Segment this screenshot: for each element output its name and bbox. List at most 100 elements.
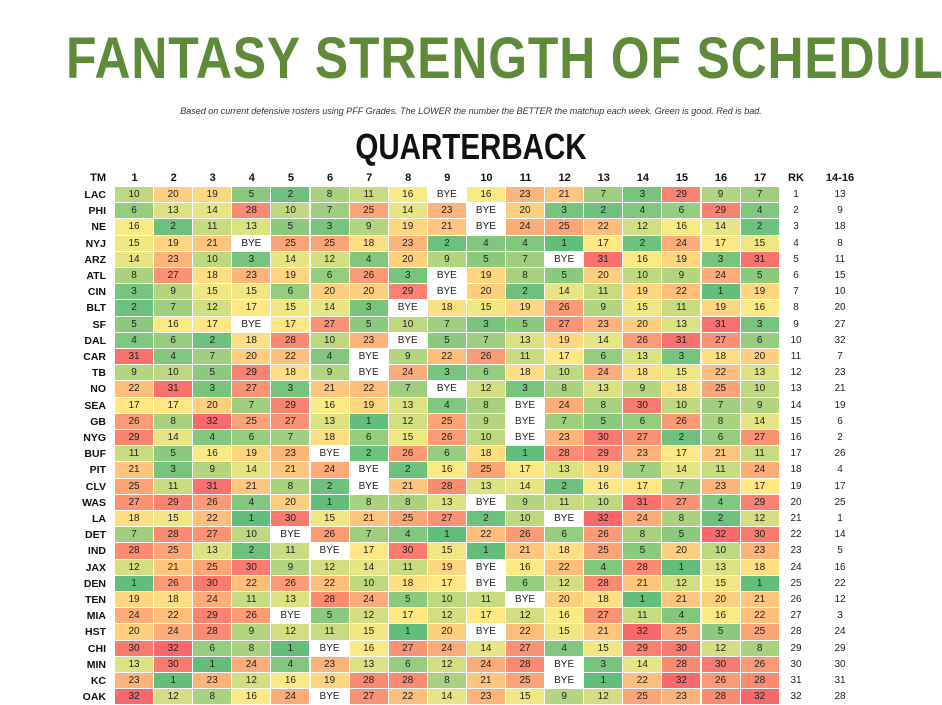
heatmap-cell: 6: [427, 446, 466, 462]
heatmap-cell: 14: [271, 251, 310, 267]
heatmap-cell: 32: [584, 511, 623, 527]
team-label: LA: [92, 513, 106, 525]
heatmap-cell: 15: [584, 640, 623, 656]
heatmap-cell: 18: [545, 543, 584, 559]
heatmap-cell: 17: [193, 316, 232, 332]
heatmap-cell: 8: [310, 187, 349, 203]
heatmap-cell: 18: [584, 592, 623, 608]
heatmap-cell: 10: [740, 381, 779, 397]
heatmap-cell: 21: [545, 187, 584, 203]
heatmap-cell: 28: [349, 673, 388, 689]
rank-value: 19: [790, 480, 802, 492]
heatmap-cell: 5: [115, 316, 154, 332]
rank-14-16-value: 8: [837, 237, 843, 249]
heatmap-cell: 21: [310, 381, 349, 397]
heatmap-cell: 11: [388, 559, 427, 575]
heatmap-cell: 18: [232, 332, 271, 348]
rank-value: 30: [790, 658, 802, 670]
heatmap-cell: 9: [271, 559, 310, 575]
heatmap-cell: 25: [584, 543, 623, 559]
heatmap-cell: 17: [154, 397, 193, 413]
rank-value: 12: [790, 367, 802, 379]
heatmap-cell: 5: [310, 608, 349, 624]
heatmap-cell: 13: [115, 656, 154, 672]
heatmap-cell: 3: [427, 365, 466, 381]
heatmap-cell: 26: [232, 608, 271, 624]
team-label: GB: [90, 415, 106, 428]
heatmap-cell: 15: [740, 235, 779, 251]
heatmap-cell: 5: [349, 316, 388, 332]
heatmap-cell: BYE: [466, 575, 505, 591]
heatmap-cell: 5: [427, 332, 466, 348]
heatmap-cell: 11: [271, 543, 310, 559]
heatmap-cell: 7: [193, 349, 232, 365]
heatmap-cell: 8: [545, 381, 584, 397]
heatmap-cell: 24: [349, 592, 388, 608]
heatmap-cell: 30: [154, 656, 193, 672]
heatmap-cell: 30: [623, 397, 662, 413]
rank-14-16-value: 10: [834, 286, 846, 298]
team-label: NYJ: [85, 237, 106, 250]
heatmap-cell: 7: [388, 381, 427, 397]
heatmap-cell: 1: [662, 559, 701, 575]
rank-14-16-value: 31: [834, 675, 846, 686]
column-header: 4: [248, 172, 255, 184]
heatmap-cell: 28: [271, 332, 310, 348]
heatmap-cell: 22: [506, 624, 545, 640]
heatmap-cell: 13: [349, 656, 388, 672]
heatmap-cell: 11: [466, 592, 505, 608]
team-label: PIT: [89, 464, 106, 477]
heatmap-cell: BYE: [466, 203, 505, 219]
heatmap-cell: 29: [154, 494, 193, 510]
heatmap-cell: BYE: [427, 268, 466, 284]
heatmap-cell: 31: [584, 251, 623, 267]
heatmap-cell: 25: [271, 235, 310, 251]
heatmap-cell: 9: [115, 365, 154, 381]
heatmap-cell: 13: [232, 219, 271, 235]
heatmap-cell: 12: [115, 559, 154, 575]
heatmap-cell: 20: [388, 251, 427, 267]
heatmap-cell: 9: [584, 300, 623, 316]
heatmap-cell: 4: [584, 559, 623, 575]
rank-value: 8: [793, 302, 799, 314]
column-header: 6: [326, 172, 334, 184]
heatmap-cell: 18: [662, 381, 701, 397]
heatmap-cell: 25: [115, 478, 154, 494]
team-label: CAR: [83, 351, 106, 363]
rank-value: 15: [790, 415, 802, 427]
heatmap-cell: 10: [154, 365, 193, 381]
heatmap-cell: 1: [154, 673, 193, 689]
column-header: 12: [558, 172, 571, 184]
rank-value: 25: [790, 577, 802, 589]
rank-14-16-value: 20: [834, 302, 846, 314]
heatmap-cell: 12: [584, 689, 623, 705]
heatmap-cell: 15: [623, 300, 662, 316]
heatmap-cell: 8: [466, 397, 505, 413]
heatmap-cell: 20: [662, 543, 701, 559]
team-label: PHI: [88, 205, 106, 218]
heatmap-cell: 25: [662, 624, 701, 640]
heatmap-cell: 18: [506, 365, 545, 381]
heatmap-cell: 4: [388, 527, 427, 543]
heatmap-cell: 16: [623, 251, 662, 267]
heatmap-cell: 21: [193, 235, 232, 251]
heatmap-cell: 4: [662, 608, 701, 624]
heatmap-cell: 9: [427, 251, 466, 267]
rank-value: 20: [790, 496, 802, 508]
heatmap-cell: 24: [545, 397, 584, 413]
rank-14-16-value: 3: [837, 610, 843, 622]
heatmap-cell: 4: [545, 640, 584, 656]
heatmap-cell: 8: [193, 689, 232, 705]
heatmap-cell: 12: [427, 608, 466, 624]
heatmap-cell: 29: [740, 494, 779, 510]
team-label: SF: [92, 318, 106, 331]
heatmap-cell: 23: [349, 332, 388, 348]
rank-value: 17: [790, 448, 802, 460]
heatmap-cell: 4: [701, 494, 740, 510]
heatmap-cell: 28: [154, 527, 193, 543]
heatmap-cell: 1: [466, 543, 505, 559]
rank-14-16-value: 26: [834, 448, 846, 460]
rank-14-16-value: 11: [834, 253, 846, 265]
heatmap-cell: 24: [193, 592, 232, 608]
